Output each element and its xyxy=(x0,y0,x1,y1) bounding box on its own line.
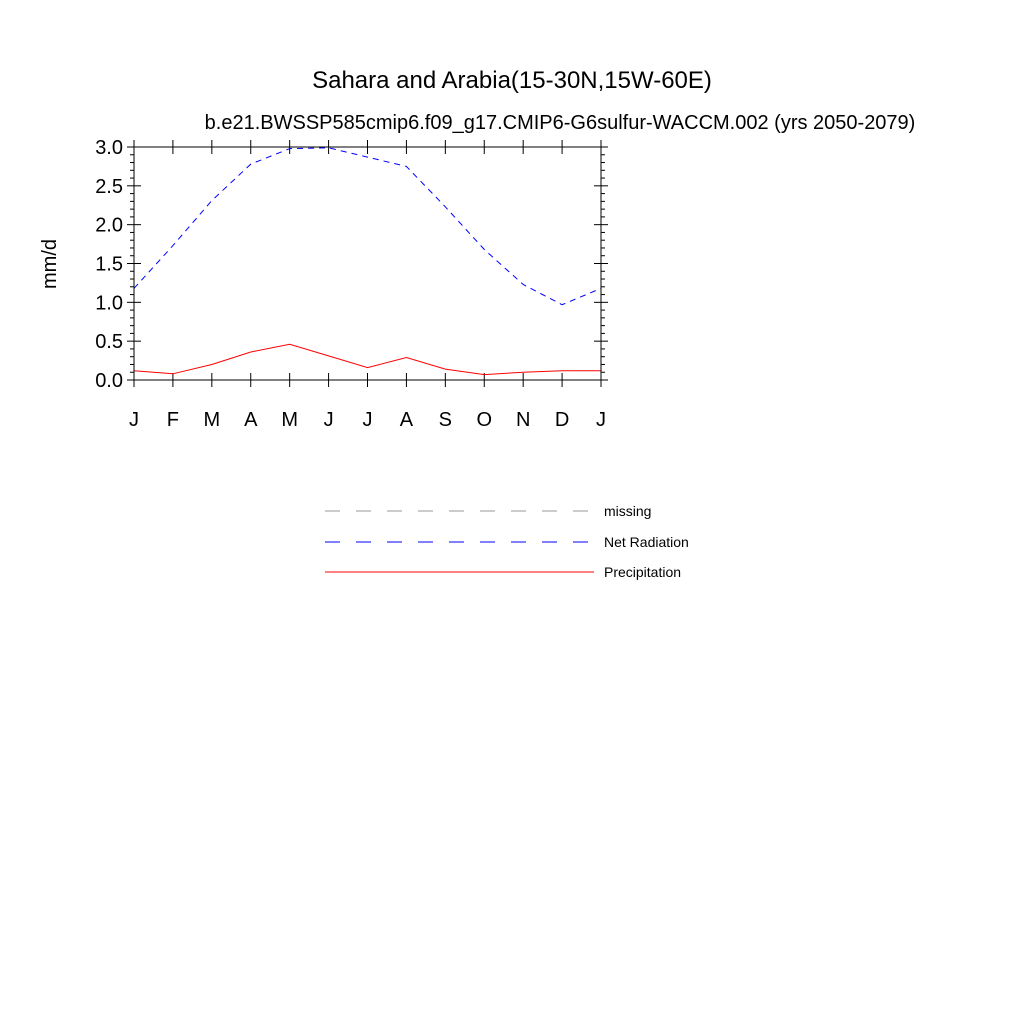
x-tick-label: O xyxy=(476,409,492,431)
x-tick-label: A xyxy=(244,409,258,431)
y-tick-label: 2.0 xyxy=(95,215,123,237)
legend-label: Net Radiation xyxy=(604,534,689,550)
legend-label: missing xyxy=(604,503,651,519)
chart-subtitle: b.e21.BWSSP585cmip6.f09_g17.CMIP6-G6sulf… xyxy=(205,112,916,134)
legend-label: Precipitation xyxy=(604,564,681,580)
chart-title: Sahara and Arabia(15-30N,15W-60E) xyxy=(312,67,712,94)
x-tick-label: J xyxy=(596,409,606,431)
series-lines xyxy=(133,147,602,376)
y-tick-label: 1.5 xyxy=(95,254,123,276)
y-tick-label: 2.5 xyxy=(95,176,123,198)
y-tick-label: 0.5 xyxy=(95,331,123,353)
x-tick-label: J xyxy=(363,409,373,431)
legend: missing Net Radiation Precipitation xyxy=(325,503,689,580)
series-line-net-radiation xyxy=(133,147,602,306)
y-tick-labels: 0.0 0.5 1.0 1.5 2.0 2.5 3.0 xyxy=(95,137,123,392)
y-tick-label: 1.0 xyxy=(95,292,123,314)
y-axis-label: mm/d xyxy=(39,239,61,289)
x-tick-label: S xyxy=(439,409,452,431)
x-tick-label: M xyxy=(203,409,220,431)
series-line-precipitation xyxy=(133,343,601,376)
y-tick-label: 3.0 xyxy=(95,137,123,159)
major-ticks xyxy=(127,140,608,387)
x-tick-label: J xyxy=(324,409,334,431)
x-tick-label: N xyxy=(516,409,530,431)
y-tick-label: 0.0 xyxy=(95,370,123,392)
plot-frame xyxy=(133,146,602,381)
minor-ticks xyxy=(130,154,605,373)
x-tick-label: J xyxy=(129,409,139,431)
x-tick-label: F xyxy=(167,409,179,431)
x-tick-label: D xyxy=(555,409,569,431)
x-tick-label: M xyxy=(281,409,298,431)
x-tick-label: A xyxy=(400,409,414,431)
